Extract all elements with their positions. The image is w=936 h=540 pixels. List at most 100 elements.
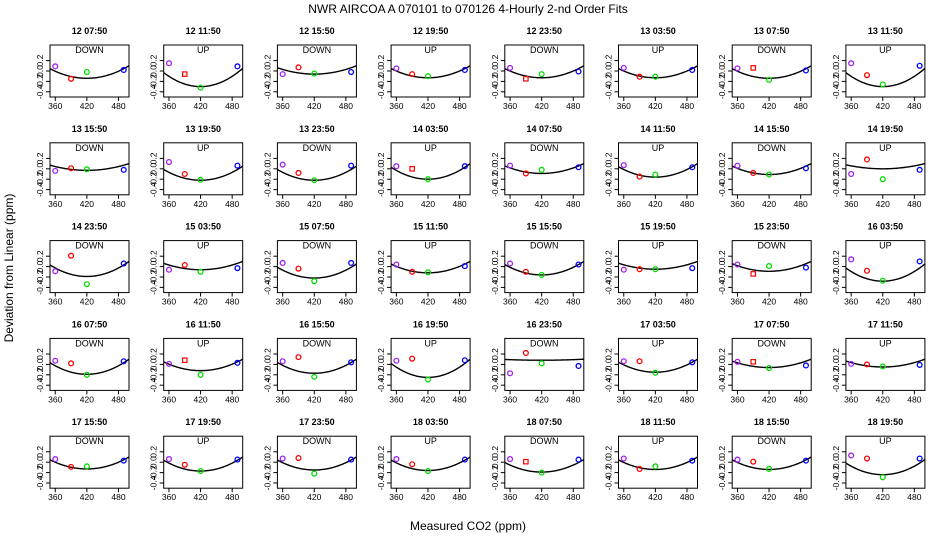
y-tick-label: 0.0	[149, 65, 159, 77]
y-tick-label: -0.2	[831, 269, 841, 284]
data-point	[689, 457, 696, 464]
data-point	[120, 66, 127, 74]
x-tick-label: 360	[276, 394, 290, 404]
y-tick-label: 0.0	[604, 65, 614, 77]
y-tick-label: -0.4	[262, 182, 272, 197]
y-tick-label: 0.0	[604, 163, 614, 175]
x-tick-label: 420	[535, 297, 549, 307]
fit-curve	[390, 456, 471, 472]
data-point	[181, 357, 188, 364]
data-point	[234, 456, 241, 463]
data-point	[522, 268, 529, 275]
panel-label: 14 07:50	[527, 124, 563, 134]
data-point	[538, 360, 545, 367]
panel-direction: UP	[879, 436, 892, 446]
data-point	[916, 455, 923, 462]
y-tick-label: -0.4	[490, 84, 500, 99]
y-tick-label: 0.0	[717, 358, 727, 370]
x-tick-label: 420	[307, 394, 321, 404]
fit-curve	[845, 67, 926, 88]
y-tick-label: -0.4	[262, 84, 272, 99]
y-tick-label: 0.0	[831, 163, 841, 175]
panel-direction: UP	[424, 436, 437, 446]
y-tick-label: -0.4	[717, 182, 727, 197]
fit-curve	[731, 358, 812, 369]
data-point	[689, 359, 696, 366]
y-tick-label: 0.0	[35, 65, 45, 77]
y-tick-label: 0.0	[262, 456, 272, 468]
y-tick-label: 0.2	[35, 348, 45, 360]
x-tick-label: 360	[503, 394, 517, 404]
y-tick-label: -0.2	[490, 172, 500, 187]
data-point	[424, 467, 432, 475]
data-point	[181, 261, 188, 269]
x-tick-label: 480	[680, 297, 694, 307]
data-point	[863, 361, 871, 368]
data-point	[734, 162, 741, 169]
y-tick-label: -0.4	[831, 378, 841, 393]
x-tick-label: 420	[193, 101, 207, 111]
x-tick-label: 420	[648, 394, 662, 404]
data-point	[234, 63, 241, 70]
data-point	[620, 266, 627, 273]
x-tick-label: 480	[794, 101, 808, 111]
x-tick-label: 420	[762, 101, 776, 111]
panel-label: 18 03:50	[413, 417, 449, 427]
data-point	[295, 454, 302, 462]
data-point	[879, 277, 886, 284]
y-tick-label: -0.2	[717, 465, 727, 480]
y-tick-label: -0.2	[35, 269, 45, 284]
panel-label: 13 11:50	[868, 26, 903, 36]
y-tick-label: 0.0	[604, 456, 614, 468]
x-tick-label: 360	[276, 199, 290, 209]
data-point	[165, 266, 173, 273]
x-tick-label: 420	[307, 199, 321, 209]
y-tick-label: -0.2	[604, 172, 614, 187]
fit-curve	[163, 456, 244, 472]
y-tick-label: -0.4	[262, 280, 272, 295]
panel: 17 19:50 UP 360 420 480 -0.4-0.20.00.2	[149, 417, 244, 502]
data-point	[197, 84, 204, 91]
panel-label: 18 19:50	[868, 417, 904, 427]
x-tick-label: 420	[535, 199, 549, 209]
x-axis-label: Measured CO2 (ppm)	[410, 519, 526, 533]
panel: 13 11:50 UP 360 420 480 -0.4-0.20.00.2	[831, 26, 926, 111]
panel-label: 15 07:50	[299, 222, 335, 232]
panel: 15 11:50 UP 360 420 480 -0.4-0.20.00.2	[376, 222, 471, 307]
x-tick-label: 420	[648, 101, 662, 111]
panel: 14 15:50 DOWN 360 420 480 -0.4-0.20.00.2	[717, 124, 812, 209]
x-tick-label: 480	[907, 394, 921, 404]
y-tick-label: -0.4	[376, 84, 386, 99]
panel-label: 16 11:50	[186, 319, 221, 329]
y-tick-label: -0.2	[831, 74, 841, 89]
data-point	[393, 456, 400, 463]
x-tick-label: 420	[762, 394, 776, 404]
x-tick-label: 360	[48, 101, 62, 111]
y-tick-label: 0.0	[717, 260, 727, 272]
x-tick-label: 360	[844, 199, 858, 209]
data-point	[409, 71, 416, 78]
data-point	[522, 170, 529, 177]
y-tick-label: -0.2	[149, 269, 159, 284]
panel-label: 18 15:50	[754, 417, 790, 427]
data-point	[348, 456, 355, 463]
y-tick-label: -0.2	[35, 465, 45, 480]
x-tick-label: 420	[421, 101, 435, 111]
y-tick-label: -0.4	[490, 280, 500, 295]
y-tick-label: -0.2	[376, 367, 386, 382]
x-tick-label: 360	[617, 394, 631, 404]
x-tick-label: 420	[307, 492, 321, 502]
data-point	[181, 170, 188, 178]
data-point	[234, 265, 241, 272]
panel: 12 07:50 DOWN 360 420 480 -0.4-0.20.00.2	[35, 26, 130, 111]
fit-curve	[49, 358, 130, 375]
panel-label: 14 15:50	[754, 124, 790, 134]
fit-curve	[49, 456, 130, 470]
panel-label: 12 07:50	[72, 26, 108, 36]
y-tick-label: 0.2	[717, 54, 727, 66]
y-tick-label: 0.2	[35, 152, 45, 164]
y-tick-label: 0.0	[35, 456, 45, 468]
data-point	[197, 371, 204, 378]
panel-direction: UP	[197, 45, 210, 55]
fit-curve	[277, 165, 357, 181]
